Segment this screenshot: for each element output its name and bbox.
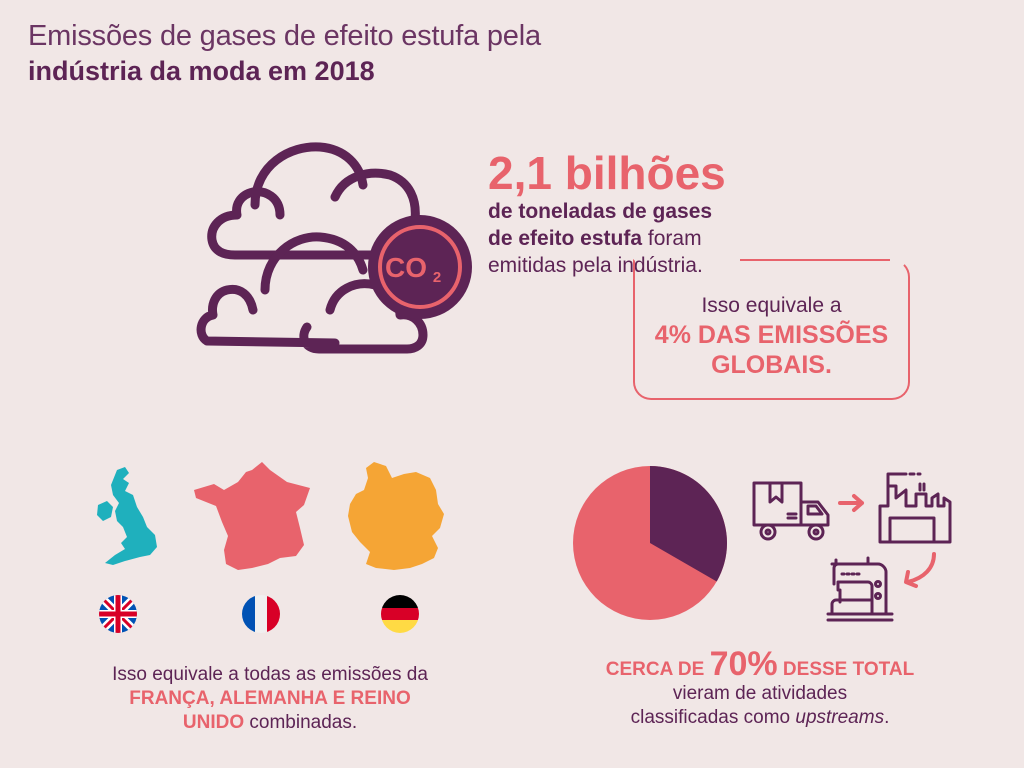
germany-map-icon [348,462,444,570]
upstream-percent: 70% [709,645,778,683]
arrow-right-icon [838,494,864,512]
title-line-2: indústria da moda em 2018 [28,56,375,86]
france-flag-icon [242,595,280,633]
upstream-prefix: CERCA DE [605,659,710,680]
stat-line-1: de toneladas de gases [488,200,713,223]
upstream-line-3-end: . [884,707,890,728]
upstream-pie-chart [573,466,728,620]
upstream-text: CERCA DE 70% DESSE TOTAL vieram de ativi… [575,647,945,730]
upstream-line-2: vieram de atividades [672,683,848,704]
big-number: 2,1 bilhões [488,147,726,199]
callout-strong-2: GLOBAIS. [711,351,832,379]
svg-text:2: 2 [433,269,441,286]
comparison-rest: combinadas. [244,712,358,733]
germany-flag-icon [381,595,419,633]
callout-lead: Isso equivale a [701,294,842,317]
stat-line-2-bold: de efeito estufa [488,227,643,250]
clouds-co2-icon: CO 2 [196,142,472,354]
comparison-highlight-1: FRANÇA, ALEMANHA E REINO [129,688,411,709]
callout-top-border [740,259,890,261]
title-line-1: Emissões de gases de efeito estufa pela [28,20,541,52]
callout-content: Isso equivale a 4% DAS EMISSÕES GLOBAIS. [633,292,910,380]
france-map-icon [194,462,310,570]
comparison-line-1: Isso equivale a todas as emissões da [112,664,428,685]
pie-slice-other [650,466,728,582]
callout-strong-1: 4% DAS EMISSÕES [654,321,889,349]
factory-icon [878,472,952,544]
countries-comparison-text: Isso equivale a todas as emissões da FRA… [80,663,460,735]
upstream-term: upstreams [795,707,885,728]
callout-box [633,259,910,400]
upstream-line-3-pre: classificadas como [630,707,796,728]
uk-flag-icon [99,595,137,633]
upstream-suffix: DESSE TOTAL [777,659,915,680]
arrow-curved-icon [904,552,936,588]
uk-map-icon [97,467,157,565]
sewing-machine-icon [826,556,894,622]
comparison-highlight-2: UNIDO [182,712,245,733]
truck-icon [752,481,830,541]
stat-line-2-rest: foram [642,227,702,250]
co2-text: CO [385,252,427,283]
